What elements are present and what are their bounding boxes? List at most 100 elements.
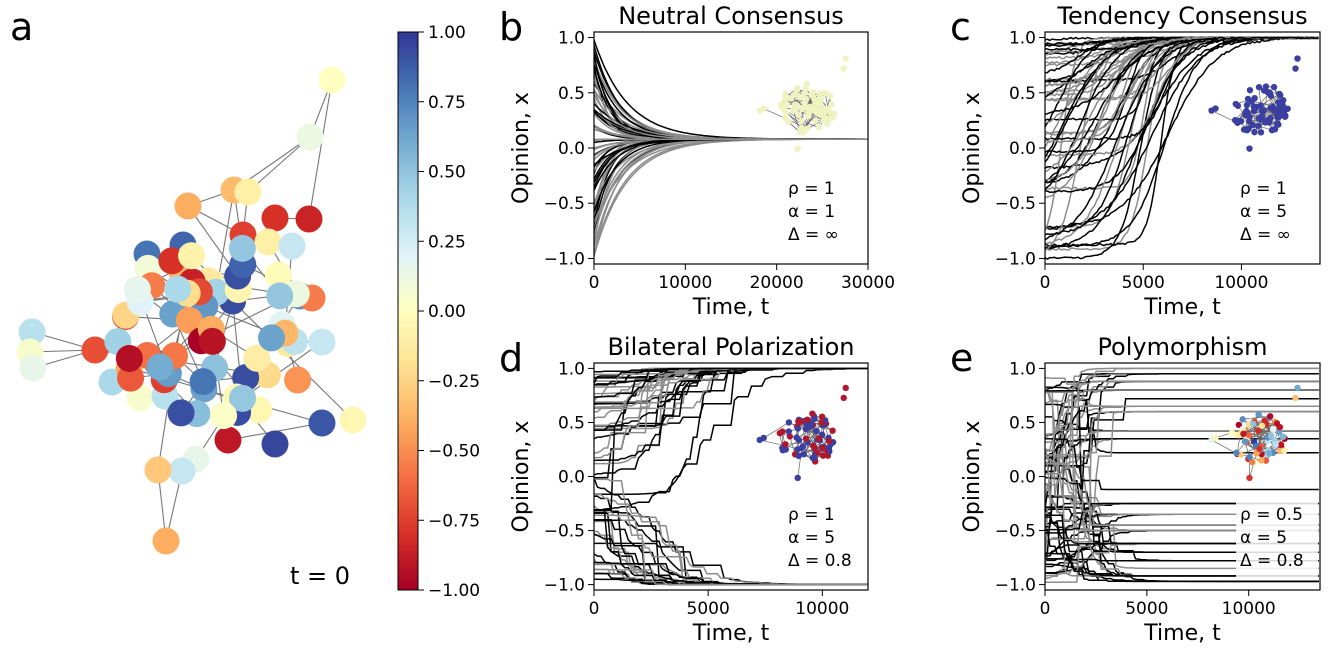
inset-edge xyxy=(1242,416,1271,420)
network-node xyxy=(243,344,271,372)
network-node xyxy=(284,366,312,394)
inset-node xyxy=(1255,411,1262,418)
inset-network xyxy=(756,55,849,152)
x-tick-label: 10000 xyxy=(795,599,849,619)
colorbar-tick-label: 0.50 xyxy=(428,163,466,183)
inset-node xyxy=(1279,433,1287,440)
inset-node xyxy=(825,437,833,445)
inset-node xyxy=(1241,438,1249,445)
inset-node xyxy=(1257,102,1265,109)
network-node xyxy=(308,409,336,437)
panel-e: e Polymorphism ρ = 0.5 α = 5 Δ = 0.8 0 5000 100… xyxy=(950,333,1321,646)
inset-node xyxy=(1294,55,1301,62)
inset-node xyxy=(1234,119,1241,126)
inset-node xyxy=(802,425,810,433)
inset-node xyxy=(828,101,835,108)
panel-title: Tendency Consensus xyxy=(1056,2,1307,30)
inset-node xyxy=(1246,453,1253,461)
trajectory-line xyxy=(1045,389,1319,438)
inset-node xyxy=(794,425,802,432)
y-tick-label: 0.0 xyxy=(558,139,585,159)
inset-node xyxy=(1271,126,1279,133)
x-axis-label: Time, t xyxy=(692,295,770,320)
inset-node xyxy=(1212,105,1219,112)
inset-node xyxy=(1246,145,1253,152)
inset-node xyxy=(1228,429,1236,436)
network-graph xyxy=(16,66,367,555)
inset-node xyxy=(1245,125,1252,132)
colorbar-tick-label: −1.00 xyxy=(428,581,480,601)
inset-node xyxy=(842,384,849,392)
parameter-box: ρ = 1 α = 1 Δ = ∞ xyxy=(788,179,839,245)
parameter-label: α = 1 xyxy=(788,202,835,222)
x-tick-label: 0 xyxy=(589,599,600,619)
trajectory-line xyxy=(1045,405,1319,435)
panel-d: d Bilateral Polarization ρ = 1 α = 5 Δ = 0.8… xyxy=(499,333,869,646)
y-tick-label: 1.0 xyxy=(1009,359,1036,379)
panel-c: c Tendency Consensus ρ = 1 α = 5 Δ = ∞ 0 5000 1… xyxy=(950,2,1321,320)
inset-node xyxy=(803,80,810,88)
inset-node xyxy=(1273,420,1281,427)
network-node xyxy=(117,364,145,392)
inset-node xyxy=(1260,107,1268,114)
network-node xyxy=(278,232,306,260)
y-axis-label: Opinion, x xyxy=(509,92,534,204)
inset-node xyxy=(842,55,849,62)
network-edge xyxy=(242,341,323,399)
panel-letter: c xyxy=(950,5,971,49)
colorbar-tick-label: −0.75 xyxy=(428,511,480,531)
y-axis-label: Opinion, x xyxy=(960,92,985,204)
inset-node xyxy=(1246,474,1253,482)
inset-node xyxy=(791,107,798,114)
inset-node xyxy=(1292,65,1299,72)
network-node xyxy=(228,234,256,262)
inset-node xyxy=(794,474,801,482)
trajectory-line xyxy=(1045,367,1319,499)
inset-node xyxy=(1258,457,1265,464)
network-node xyxy=(144,456,172,484)
inset-node xyxy=(776,429,784,437)
inset-network xyxy=(1208,384,1301,482)
x-tick-label: 5000 xyxy=(687,599,730,619)
inset-node xyxy=(1255,122,1262,130)
inset-node xyxy=(809,442,817,450)
time-label: t = 0 xyxy=(290,562,350,590)
x-tick-label: 5000 xyxy=(1125,599,1168,619)
inset-node xyxy=(819,444,826,451)
inset-node xyxy=(1250,420,1257,428)
inset-node xyxy=(795,452,802,460)
inset-node xyxy=(826,93,834,100)
inset-node xyxy=(811,96,818,103)
inset-node xyxy=(826,114,834,122)
y-tick-label: 0.0 xyxy=(558,468,585,488)
inset-node xyxy=(1242,112,1249,119)
inset-node xyxy=(793,86,801,94)
inset-node xyxy=(1267,104,1274,112)
x-tick-label: 0 xyxy=(1040,599,1051,619)
x-tick-label: 5000 xyxy=(1122,273,1165,293)
inset-node xyxy=(1235,421,1243,429)
inset-node xyxy=(811,117,819,125)
network-edge xyxy=(308,79,333,220)
inset-node xyxy=(1280,104,1287,111)
y-tick-label: −0.5 xyxy=(544,522,585,542)
network-node xyxy=(19,354,47,382)
inset-node xyxy=(1262,83,1270,90)
inset-node xyxy=(817,98,824,105)
inset-node xyxy=(1277,441,1285,448)
inset-node xyxy=(800,451,808,458)
network-node xyxy=(18,318,46,346)
panel-title: Neutral Consensus xyxy=(618,2,844,30)
network-node xyxy=(167,399,195,427)
network-node xyxy=(175,306,203,334)
y-tick-label: −0.5 xyxy=(995,194,1036,214)
y-tick-label: 1.0 xyxy=(1009,29,1036,49)
inset-node xyxy=(1267,413,1274,420)
inset-node xyxy=(785,428,792,435)
network-node xyxy=(214,426,242,454)
inset-node xyxy=(1233,449,1240,457)
inset-node xyxy=(778,104,785,111)
inset-node xyxy=(1245,432,1253,439)
inset-node xyxy=(816,90,823,98)
inset-node xyxy=(818,419,825,427)
